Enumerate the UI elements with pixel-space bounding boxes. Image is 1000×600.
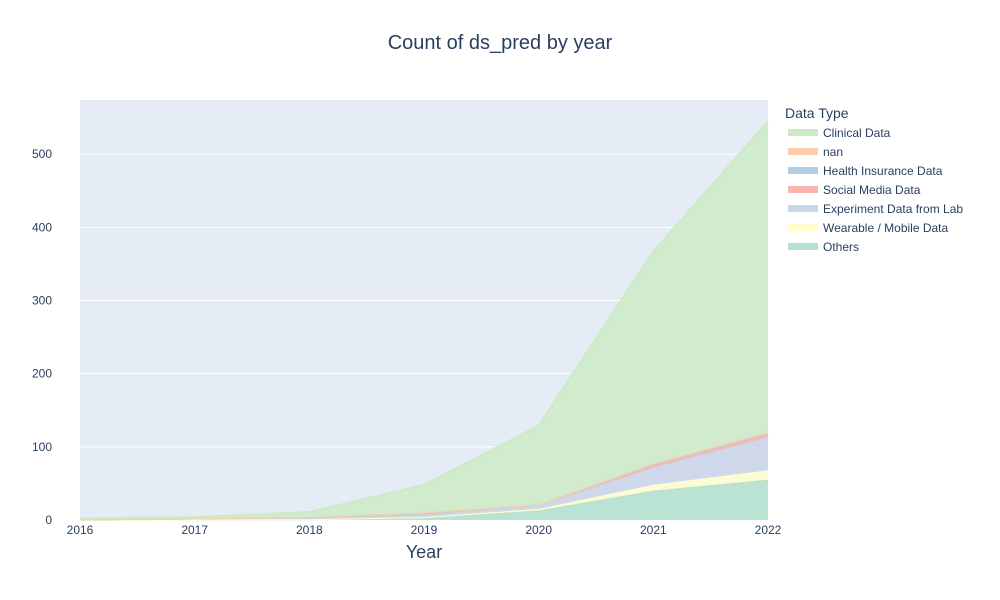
legend-item[interactable]: nan: [788, 145, 843, 159]
legend-swatch: [788, 243, 818, 250]
area-series: [79, 120, 769, 521]
x-tick-label: 2022: [755, 523, 782, 537]
legend-item[interactable]: Wearable / Mobile Data: [788, 221, 949, 235]
x-tick-label: 2020: [525, 523, 552, 537]
legend[interactable]: Data Type Clinical Data nan Health Insuran…: [785, 105, 963, 254]
series-line: [79, 120, 769, 520]
legend-title: Data Type: [785, 105, 849, 121]
legend-swatch: [788, 167, 818, 174]
y-tick-label: 200: [32, 367, 52, 381]
legend-swatch: [788, 224, 818, 231]
legend-label: Others: [823, 240, 859, 254]
x-tick-label: 2019: [411, 523, 438, 537]
chart-title: Count of ds_pred by year: [388, 32, 613, 54]
legend-label: Social Media Data: [823, 183, 921, 197]
legend-item[interactable]: Experiment Data from Lab: [788, 202, 963, 216]
legend-swatch: [788, 148, 818, 155]
legend-item[interactable]: Clinical Data: [788, 126, 891, 140]
legend-swatch: [788, 129, 818, 136]
legend-label: Experiment Data from Lab: [823, 202, 963, 216]
legend-swatch: [788, 186, 818, 193]
y-tick-label: 500: [32, 147, 52, 161]
x-axis-ticks: 2016 2017 2018 2019 2020 2021 2022: [67, 523, 782, 537]
legend-label: nan: [823, 145, 843, 159]
legend-label: Health Insurance Data: [823, 164, 943, 178]
x-tick-label: 2016: [67, 523, 94, 537]
y-tick-label: 100: [32, 440, 52, 454]
legend-swatch: [788, 205, 818, 212]
area-others[interactable]: [80, 479, 768, 520]
legend-item[interactable]: Social Media Data: [788, 183, 921, 197]
area-experiment-data-from-lab[interactable]: [80, 437, 768, 520]
legend-item[interactable]: Others: [788, 240, 859, 254]
x-tick-label: 2021: [640, 523, 667, 537]
y-tick-label: 400: [32, 220, 52, 234]
x-tick-label: 2018: [296, 523, 323, 537]
x-tick-label: 2017: [181, 523, 208, 537]
legend-label: Wearable / Mobile Data: [823, 221, 949, 235]
y-tick-label: 0: [45, 513, 52, 527]
legend-item[interactable]: Health Insurance Data: [788, 164, 943, 178]
x-axis-title: Year: [406, 542, 442, 562]
y-tick-label: 300: [32, 293, 52, 307]
area-clinical-data[interactable]: [80, 121, 768, 520]
legend-label: Clinical Data: [823, 126, 891, 140]
y-axis-ticks: 0 100 200 300 400 500: [32, 147, 52, 527]
